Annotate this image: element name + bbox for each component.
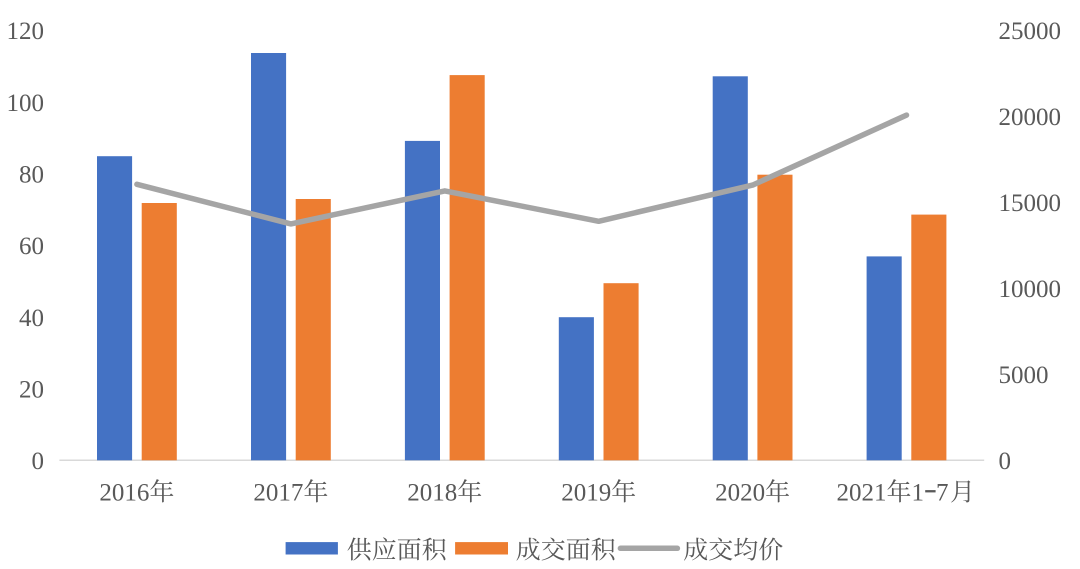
svg-text:2017: 2017 bbox=[253, 480, 303, 507]
svg-text:2020: 2020 bbox=[715, 480, 765, 507]
svg-text:25000: 25000 bbox=[999, 18, 1062, 45]
svg-text:0: 0 bbox=[32, 448, 45, 475]
svg-text:2021: 2021 bbox=[837, 480, 887, 507]
svg-text:10000: 10000 bbox=[999, 276, 1062, 303]
svg-text:20000: 20000 bbox=[999, 104, 1062, 131]
svg-text:80: 80 bbox=[19, 162, 44, 189]
svg-text:1: 1 bbox=[912, 480, 925, 507]
svg-text:2019: 2019 bbox=[561, 480, 611, 507]
svg-text:2016: 2016 bbox=[99, 480, 149, 507]
svg-text:15000: 15000 bbox=[999, 190, 1062, 217]
svg-text:40: 40 bbox=[19, 305, 44, 332]
svg-text:60: 60 bbox=[19, 233, 44, 260]
svg-text:0: 0 bbox=[999, 448, 1012, 475]
svg-text:120: 120 bbox=[7, 18, 45, 45]
svg-text:5000: 5000 bbox=[999, 362, 1049, 389]
svg-text:20: 20 bbox=[19, 377, 44, 404]
svg-text:100: 100 bbox=[7, 90, 45, 117]
svg-text:2018: 2018 bbox=[407, 480, 457, 507]
svg-text:7: 7 bbox=[936, 480, 949, 507]
